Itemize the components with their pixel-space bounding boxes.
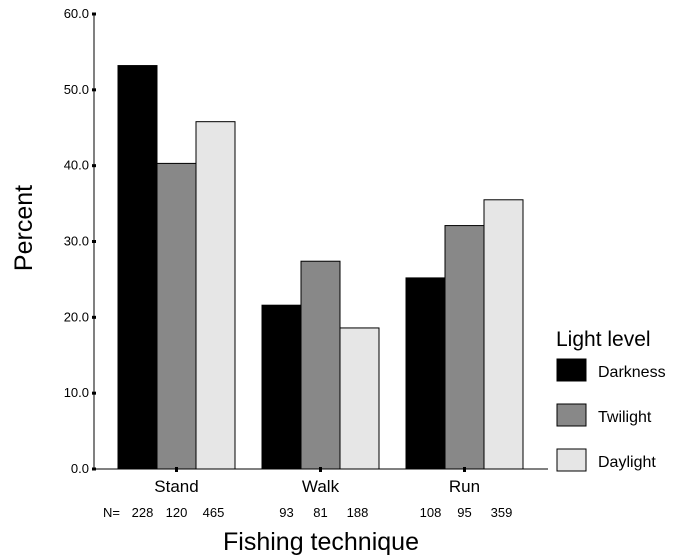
y-axis-ticks: 0.0 10.0 20.0 30.0 40.0 50.0 60.0 [64,6,96,476]
n-value-label: 188 [347,505,369,520]
y-tick-label: 40.0 [64,158,89,173]
bar-run-twilight [444,225,485,470]
legend-swatch-daylight [556,448,587,472]
legend-title: Light level [556,328,651,351]
legend-label-daylight: Daylight [598,454,656,471]
n-value-label: 359 [491,505,513,520]
y-tick-label: 20.0 [64,309,89,324]
x-axis-title: Fishing technique [223,528,419,556]
bar-stand-daylight [195,121,236,470]
n-value-label: 93 [279,505,293,520]
y-tick-label: 10.0 [64,385,89,400]
n-value-label: 95 [457,505,471,520]
x-category-label: Run [449,477,480,496]
n-prefix-label: N= [103,505,120,520]
y-tick-label: 0.0 [71,461,89,476]
bars-group [117,65,524,470]
y-tick-label: 60.0 [64,6,89,21]
legend-label-twilight: Twilight [598,409,652,426]
bar-walk-twilight [300,260,341,470]
y-axis-title: Percent [10,185,38,271]
x-tick-mark [463,467,466,472]
y-tick-mark [92,467,96,471]
legend-swatch-darkness [556,358,587,382]
n-value-label: 228 [132,505,154,520]
legend-label-darkness: Darkness [598,364,666,381]
x-category-label: Walk [302,477,340,496]
y-tick-mark [92,88,96,92]
y-tick-mark [92,240,96,243]
x-tick-mark [319,467,322,472]
bar-run-daylight [483,199,524,470]
bar-stand-twilight [156,162,197,470]
bar-walk-daylight [339,327,380,470]
n-value-label: 465 [203,505,225,520]
y-tick-mark [92,12,96,16]
y-tick-mark [92,315,96,319]
legend: Darkness Twilight Daylight [556,358,666,472]
y-tick-mark [92,391,96,395]
y-tick-label: 50.0 [64,82,89,97]
x-axis-categories: Stand Walk Run [154,467,480,496]
n-value-label: 81 [313,505,327,520]
bar-stand-darkness [117,65,158,470]
legend-swatch-twilight [556,403,587,427]
n-value-label: 120 [166,505,188,520]
bar-walk-darkness [261,304,302,470]
sample-size-labels: N= 228 120 465 93 81 188 108 95 359 [103,505,512,520]
x-category-label: Stand [154,477,198,496]
n-value-label: 108 [420,505,442,520]
bar-run-darkness [405,277,446,470]
y-tick-mark [92,164,96,168]
x-tick-mark [175,467,178,472]
y-tick-label: 30.0 [64,234,89,249]
